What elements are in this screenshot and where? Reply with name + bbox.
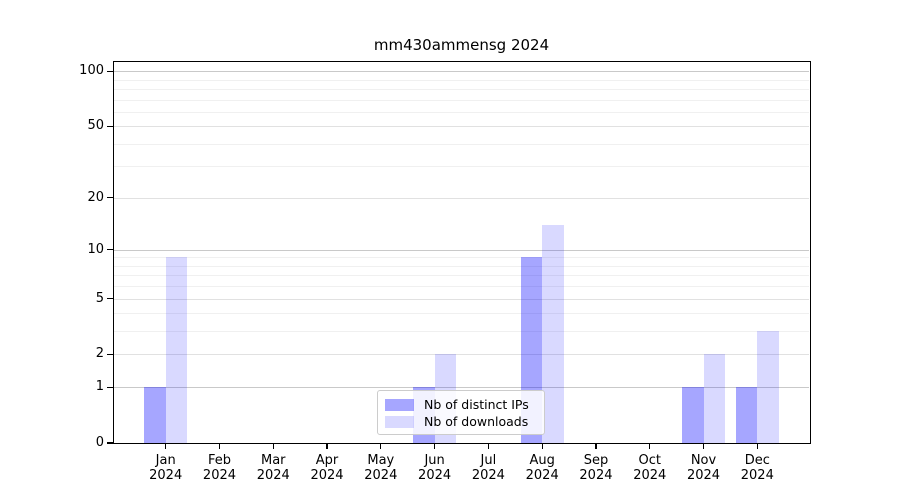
legend-label-distinct-ips: Nb of distinct IPs	[424, 397, 529, 412]
bar-distinct-ips	[144, 387, 166, 443]
x-tick-label: Aug 2024	[525, 453, 559, 483]
bar-downloads	[542, 224, 564, 443]
gridline-minor	[114, 143, 809, 145]
y-tick-label: 2	[95, 346, 104, 362]
x-tick-label: Sep 2024	[579, 453, 613, 483]
gridline-minor	[114, 166, 809, 168]
legend-label-downloads: Nb of downloads	[424, 414, 529, 429]
x-tick-label: May 2024	[364, 453, 398, 483]
x-tick-mark	[649, 444, 651, 449]
x-tick-label: Jun 2024	[418, 453, 452, 483]
x-tick-mark	[541, 444, 543, 449]
y-tick-mark	[107, 249, 113, 251]
x-tick-label: Mar 2024	[256, 453, 290, 483]
x-tick-mark	[702, 444, 705, 449]
y-tick-mark	[107, 386, 113, 388]
x-tick-label: Nov 2024	[686, 453, 721, 483]
gridline-minor	[114, 313, 809, 315]
gridline-minor	[114, 257, 809, 259]
gridline-mid	[114, 298, 809, 300]
chart-title: mm430ammensg 2024	[373, 36, 550, 54]
legend-item-downloads: Nb of downloads	[385, 414, 536, 429]
y-tick-label: 100	[79, 63, 104, 79]
gridline-mid	[114, 126, 809, 128]
y-tick-mark	[107, 197, 113, 199]
x-tick-mark	[380, 444, 382, 449]
gridline-major	[114, 387, 809, 389]
x-tick-mark	[487, 444, 489, 449]
y-tick-mark	[107, 442, 113, 444]
y-tick-label: 20	[87, 189, 104, 205]
gridline-minor	[114, 331, 809, 333]
x-tick-label: Jul 2024	[471, 453, 505, 483]
gridline-minor	[114, 286, 809, 288]
y-tick-label: 10	[87, 241, 104, 257]
gridline-minor	[114, 88, 809, 90]
gridline-minor	[114, 265, 809, 267]
y-tick-label: 1	[95, 379, 104, 395]
x-tick-mark	[218, 444, 221, 449]
gridline-minor	[114, 99, 809, 101]
x-tick-mark	[434, 444, 436, 449]
x-tick-label: Dec 2024	[740, 453, 774, 483]
gridline-minor	[114, 111, 809, 113]
y-tick-mark	[107, 125, 113, 127]
gridline-major	[114, 249, 809, 251]
gridline-minor	[114, 275, 809, 277]
x-tick-label: Jan 2024	[149, 453, 183, 483]
x-tick-mark	[595, 444, 597, 449]
x-tick-mark	[272, 444, 274, 449]
y-tick-mark	[107, 70, 113, 72]
gridline-major	[114, 71, 809, 73]
legend-swatch-downloads	[385, 415, 414, 428]
legend-swatch-distinct-ips	[385, 398, 414, 411]
bar-downloads	[703, 354, 726, 443]
y-tick-label: 5	[95, 290, 104, 306]
x-tick-mark	[165, 444, 167, 449]
gridline-minor	[114, 79, 809, 81]
x-tick-label: Feb 2024	[202, 453, 237, 483]
x-tick-mark	[326, 444, 328, 449]
y-tick-mark	[107, 298, 113, 300]
bar-distinct-ips	[682, 387, 704, 443]
bar-distinct-ips	[735, 387, 758, 443]
x-tick-mark	[756, 444, 758, 449]
y-tick-label: 0	[95, 435, 104, 450]
gridline-mid	[114, 197, 809, 199]
y-tick-label: 50	[87, 118, 104, 134]
bar-downloads	[757, 331, 779, 443]
bar-downloads	[165, 257, 188, 443]
y-tick-mark	[107, 353, 113, 356]
legend-item-distinct-ips: Nb of distinct IPs	[385, 397, 536, 412]
x-tick-label: Oct 2024	[633, 453, 667, 483]
x-tick-label: Apr 2024	[310, 453, 344, 483]
gridline-mid	[114, 354, 809, 356]
legend: Nb of distinct IPs Nb of downloads	[377, 390, 545, 435]
